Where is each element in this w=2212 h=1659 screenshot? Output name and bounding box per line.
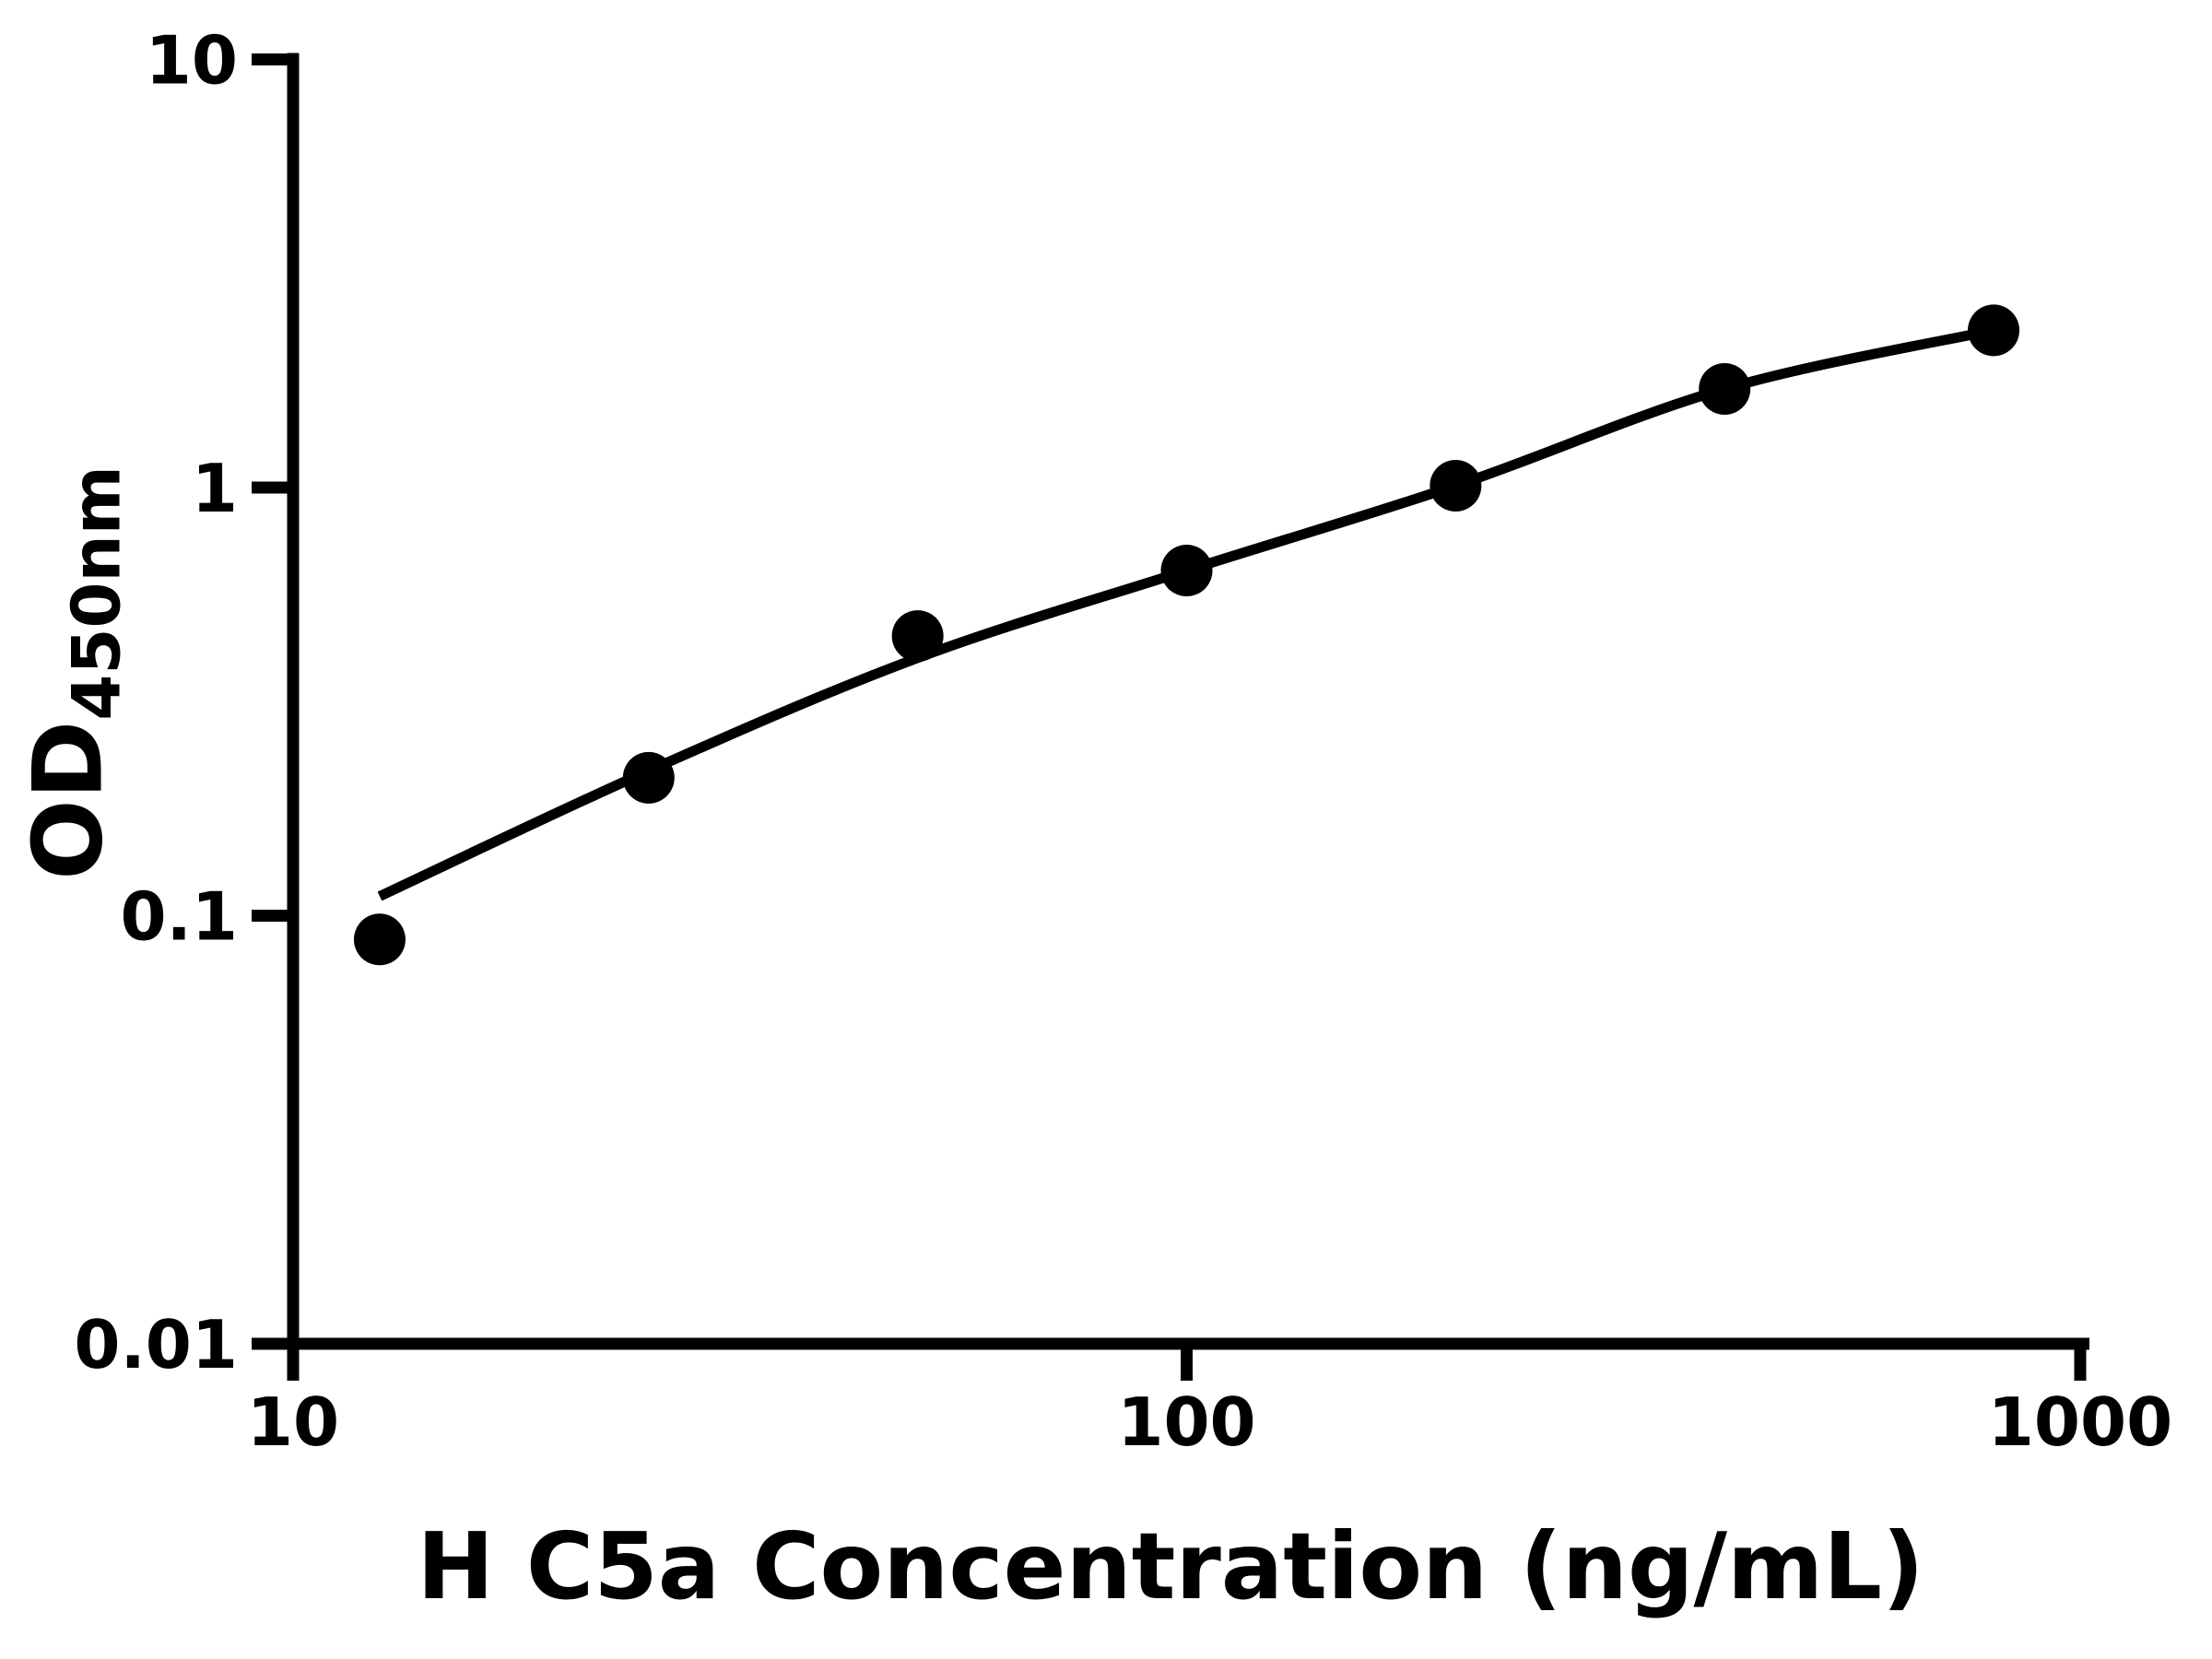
data-point bbox=[1160, 545, 1213, 597]
y-axis-title-sub: 450nm bbox=[57, 465, 135, 721]
data-point bbox=[622, 751, 675, 804]
y-tick-label: 10 bbox=[146, 22, 238, 100]
x-tick-label: 1000 bbox=[1988, 1383, 2172, 1461]
y-tick-label: 1 bbox=[192, 450, 238, 527]
y-tick-label: 0.01 bbox=[74, 1306, 238, 1383]
data-point bbox=[891, 610, 944, 663]
y-tick-label: 0.1 bbox=[120, 878, 238, 956]
x-axis-title: H C5a Concentration (ng/mL) bbox=[417, 1512, 1924, 1620]
data-point bbox=[1430, 459, 1482, 512]
data-point bbox=[1699, 362, 1751, 415]
y-axis-title: OD450nm bbox=[13, 465, 135, 880]
data-point bbox=[1968, 304, 2020, 357]
x-tick-label: 100 bbox=[1117, 1383, 1255, 1461]
y-axis-title-main: OD bbox=[13, 720, 124, 880]
fit-curve bbox=[377, 324, 1995, 901]
data-point bbox=[353, 913, 406, 966]
x-tick-label: 10 bbox=[247, 1383, 339, 1461]
